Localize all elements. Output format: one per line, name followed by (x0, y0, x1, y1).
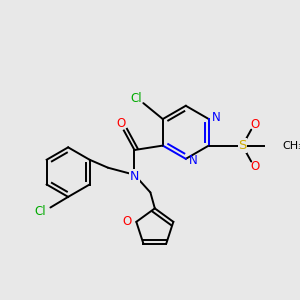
Text: O: O (250, 118, 260, 131)
Text: S: S (238, 139, 247, 152)
Text: O: O (250, 160, 260, 173)
Text: O: O (123, 215, 132, 228)
Text: N: N (130, 170, 139, 183)
Text: CH₃: CH₃ (282, 141, 300, 151)
Text: N: N (188, 154, 197, 167)
Text: Cl: Cl (130, 92, 142, 105)
Text: Cl: Cl (34, 206, 46, 218)
Text: O: O (117, 117, 126, 130)
Text: N: N (212, 111, 220, 124)
